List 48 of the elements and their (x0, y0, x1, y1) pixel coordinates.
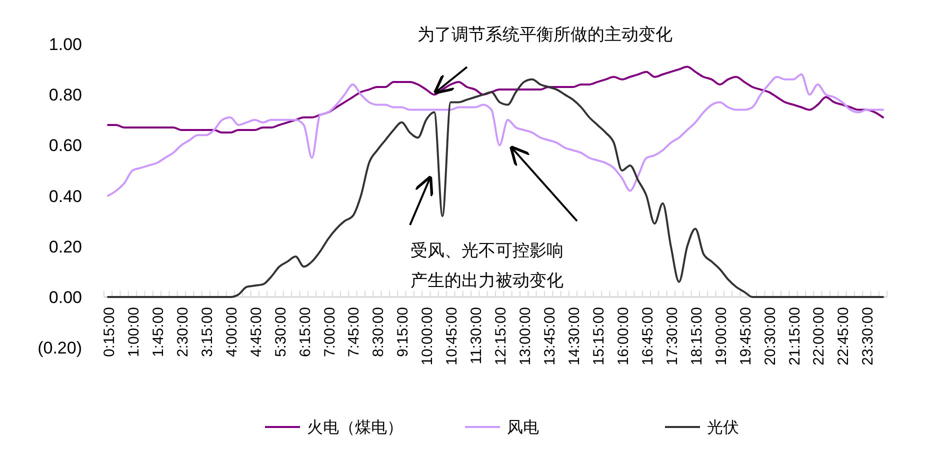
legend-label: 风电 (507, 418, 539, 437)
x-tick-label: 19:00:00 (712, 307, 730, 366)
x-tick-label: 7:45:00 (346, 307, 363, 358)
x-tick-label: 13:45:00 (542, 307, 559, 366)
y-tick-label: 0.20 (48, 237, 82, 256)
x-tick-label: 7:00:00 (321, 307, 338, 358)
x-tick-label: 13:00:00 (517, 307, 534, 366)
x-tick-label: 21:15:00 (786, 307, 804, 366)
line-series (107, 66, 884, 134)
x-tick-label: 5:30:00 (272, 307, 290, 358)
x-tick-label: 12:15:00 (492, 307, 510, 366)
x-tick-label: 16:45:00 (639, 307, 656, 366)
x-tick-label: 4:00:00 (223, 307, 240, 358)
x-tick-label: 0:15:00 (101, 307, 118, 358)
x-tick-label: 11:30:00 (468, 307, 486, 364)
y-tick-label: 1.00 (48, 34, 82, 54)
x-tick-label: 4:45:00 (248, 307, 265, 358)
x-tick-label: 10:45:00 (444, 307, 461, 366)
x-tick-label: 17:30:00 (664, 307, 681, 366)
x-tick-label: 1:00:00 (125, 307, 142, 358)
x-tick-label: 9:15:00 (394, 307, 412, 358)
x-tick-label: 14:30:00 (566, 307, 583, 366)
annotation: 产生的出力被动变化 (410, 271, 564, 290)
annotation: 受风、光不可控影响 (410, 241, 564, 260)
legend-label: 光伏 (707, 418, 739, 437)
y-tick-label: 0.60 (48, 136, 82, 156)
x-tick-label: 8:30:00 (370, 307, 388, 358)
x-tick-label: 22:45:00 (835, 307, 852, 366)
x-tick-label: 3:15:00 (198, 307, 216, 358)
line-series (107, 78, 884, 298)
y-tick-label: 0.80 (48, 86, 82, 105)
x-tick-label: 20:30:00 (762, 307, 779, 366)
y-tick-label: 0.40 (48, 186, 82, 206)
y-tick-label: (0.20) (38, 338, 82, 358)
x-tick-label: 19:45:00 (737, 307, 754, 366)
x-tick-label: 6:15:00 (296, 307, 314, 358)
x-tick-label: 23:30:00 (860, 307, 877, 366)
line-series (107, 73, 884, 197)
x-tick-label: 16:00:00 (614, 307, 632, 366)
x-tick-label: 18:15:00 (688, 307, 706, 366)
x-tick-label: 22:00:00 (810, 307, 828, 366)
x-tick-label: 2:30:00 (174, 307, 192, 358)
text: 为了调节系统平衡所做的主动变化 (418, 25, 672, 44)
x-tick-label: 1:45:00 (150, 307, 167, 358)
y-tick-label: 0.00 (48, 288, 82, 307)
legend-label: 火电（煤电） (307, 418, 403, 437)
x-tick-label: 15:15:00 (590, 307, 608, 366)
x-tick-label: 10:00:00 (419, 307, 436, 366)
